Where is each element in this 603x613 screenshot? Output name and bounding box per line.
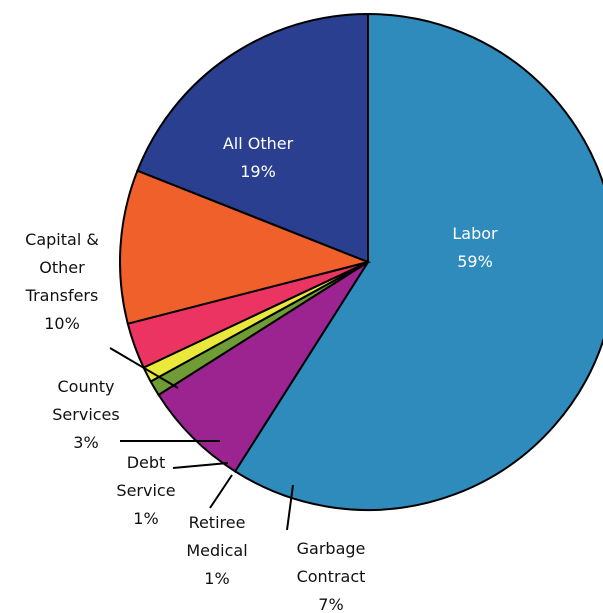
slice-name: Debt Service bbox=[116, 453, 176, 500]
slice-label: Garbage Contract 7% bbox=[281, 535, 381, 613]
slice-label: Retiree Medical 1% bbox=[172, 509, 262, 593]
slice-label: Debt Service 1% bbox=[106, 449, 186, 533]
slice-value: 7% bbox=[318, 595, 344, 613]
slice-value: 1% bbox=[204, 569, 230, 588]
slice-label: Capital & Other Transfers 10% bbox=[12, 226, 112, 338]
slice-name: County Services bbox=[52, 377, 120, 424]
slice-name: Labor bbox=[452, 224, 498, 243]
slice-value: 19% bbox=[240, 162, 276, 181]
slice-name: Retiree Medical bbox=[186, 513, 248, 560]
slice-name: Capital & Other Transfers bbox=[25, 230, 99, 305]
slice-label: Labor 59% bbox=[415, 220, 535, 276]
slice-label: All Other 19% bbox=[198, 130, 318, 186]
slice-value: 1% bbox=[133, 509, 159, 528]
slice-value: 10% bbox=[44, 314, 80, 333]
pie-slice bbox=[136, 12, 369, 264]
leader-line bbox=[209, 474, 233, 509]
leader-line bbox=[286, 484, 294, 531]
slice-name: All Other bbox=[222, 134, 294, 153]
slice-name: Garbage Contract bbox=[296, 539, 366, 586]
pie-slice bbox=[233, 12, 603, 511]
leader-line bbox=[109, 347, 179, 389]
slice-value: 3% bbox=[73, 433, 99, 452]
slice-value: 59% bbox=[457, 252, 493, 271]
pie-slice bbox=[119, 169, 372, 325]
pie-slice bbox=[157, 261, 369, 473]
leader-line bbox=[172, 462, 229, 469]
slice-label: County Services 3% bbox=[41, 373, 131, 457]
